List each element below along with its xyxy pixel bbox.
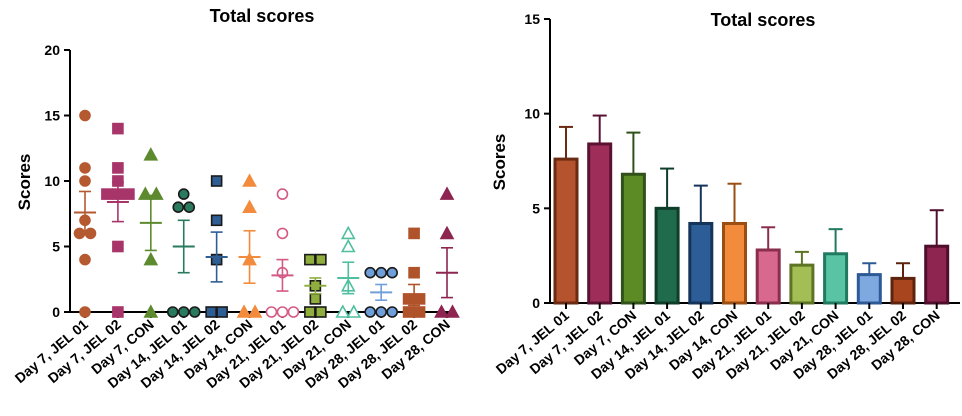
data-point bbox=[79, 109, 91, 122]
data-point bbox=[386, 266, 398, 279]
data-point bbox=[287, 306, 300, 318]
left-chart-title: Total scores bbox=[210, 6, 315, 26]
data-point bbox=[236, 304, 252, 318]
data-point bbox=[445, 304, 460, 318]
data-point bbox=[172, 201, 185, 213]
data-point bbox=[408, 227, 420, 240]
data-point bbox=[276, 227, 289, 240]
data-point bbox=[364, 266, 376, 279]
left-y-tick-label: 0 bbox=[52, 304, 60, 320]
data-point bbox=[375, 306, 387, 318]
data-point bbox=[242, 199, 257, 213]
data-point bbox=[276, 188, 289, 200]
data-point bbox=[434, 304, 449, 318]
data-point bbox=[439, 186, 455, 200]
left-y-tick-label: 10 bbox=[44, 173, 60, 189]
data-point bbox=[276, 306, 289, 318]
data-point bbox=[304, 253, 316, 266]
data-point bbox=[340, 238, 356, 253]
data-point bbox=[112, 240, 124, 253]
data-point bbox=[335, 304, 351, 318]
data-point bbox=[137, 186, 153, 200]
data-point bbox=[177, 188, 190, 200]
data-point bbox=[112, 122, 124, 135]
left-y-axis-label: Scores bbox=[15, 154, 34, 211]
data-point bbox=[216, 306, 228, 318]
data-point bbox=[143, 304, 159, 318]
data-point bbox=[315, 253, 327, 266]
data-point bbox=[101, 188, 113, 200]
data-point bbox=[247, 304, 263, 318]
data-point bbox=[309, 293, 322, 305]
data-point bbox=[375, 266, 387, 279]
data-point bbox=[304, 306, 316, 318]
data-point bbox=[242, 173, 257, 187]
data-point bbox=[205, 306, 217, 318]
data-point bbox=[112, 306, 124, 318]
data-point bbox=[148, 186, 164, 200]
data-point bbox=[364, 306, 376, 318]
data-point bbox=[79, 175, 91, 187]
left-y-tick-label: 5 bbox=[52, 239, 60, 255]
data-point bbox=[210, 214, 223, 227]
data-point bbox=[340, 225, 356, 240]
data-point bbox=[143, 251, 159, 266]
data-point bbox=[315, 306, 327, 318]
data-point bbox=[188, 306, 201, 318]
data-point bbox=[439, 225, 455, 240]
data-point bbox=[183, 201, 196, 213]
data-point bbox=[112, 162, 124, 174]
data-point bbox=[402, 306, 415, 318]
data-point bbox=[143, 147, 159, 161]
data-point bbox=[210, 175, 223, 187]
data-point bbox=[166, 306, 179, 318]
data-point bbox=[386, 306, 398, 318]
left-y-tick-label: 20 bbox=[44, 42, 60, 58]
data-point bbox=[79, 306, 91, 318]
data-point bbox=[265, 306, 278, 318]
data-point bbox=[177, 306, 190, 318]
data-point bbox=[408, 266, 420, 279]
data-point bbox=[79, 253, 91, 266]
data-point bbox=[79, 162, 91, 174]
left-y-tick-label: 15 bbox=[44, 108, 60, 124]
data-point bbox=[123, 188, 135, 200]
data-point bbox=[346, 304, 362, 318]
data-point bbox=[413, 306, 426, 318]
